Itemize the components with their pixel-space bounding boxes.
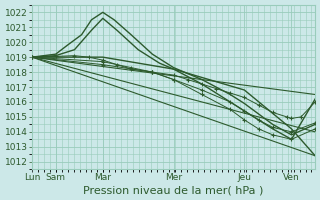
X-axis label: Pression niveau de la mer( hPa ): Pression niveau de la mer( hPa ) [84, 185, 264, 195]
